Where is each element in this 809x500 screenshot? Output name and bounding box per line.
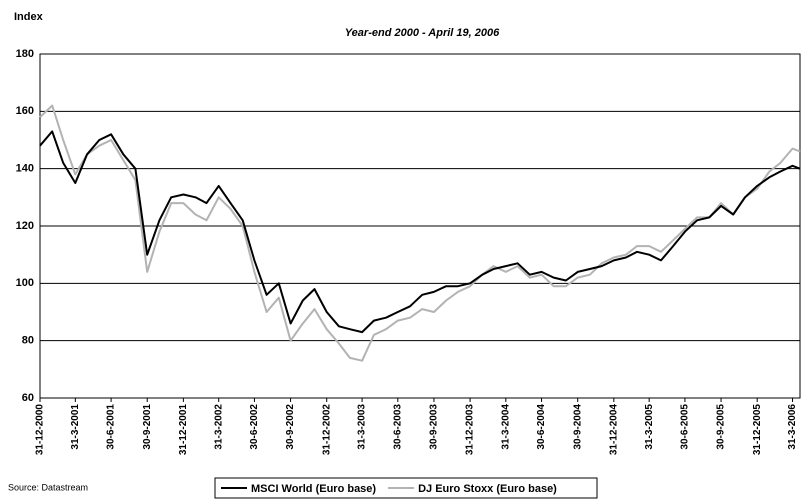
x-tick-label: 31-12-2004 [608,404,619,456]
y-tick-label: 140 [16,163,34,175]
x-tick-label: 31-3-2003 [357,404,368,450]
x-tick-label: 30-9-2001 [142,404,153,450]
series-line [39,130,801,334]
x-tick-label: 31-3-2006 [787,404,798,450]
x-tick-label: 31-3-2001 [70,404,81,450]
x-tick-label: 31-12-2005 [752,404,763,456]
x-tick-label: 30-9-2003 [429,404,440,450]
y-tick-label: 120 [16,220,34,232]
x-tick-label: 31-3-2004 [500,404,511,450]
x-tick-label: 30-9-2005 [716,404,727,450]
y-axis-label: Index [14,11,44,23]
x-tick-label: 31-12-2000 [35,404,46,456]
y-tick-label: 60 [22,392,34,404]
x-tick-label: 30-6-2005 [680,404,691,450]
y-tick-label: 100 [16,277,34,289]
chart-title: Year-end 2000 - April 19, 2006 [345,27,500,39]
series-line [39,104,801,362]
x-tick-label: 31-12-2003 [465,404,476,456]
x-tick-label: 30-6-2004 [536,404,547,450]
x-tick-label: 30-6-2002 [249,404,260,450]
x-tick-label: 31-3-2005 [644,404,655,450]
x-tick-label: 30-9-2004 [572,404,583,450]
y-tick-label: 80 [22,335,34,347]
x-tick-label: 30-9-2002 [285,404,296,450]
legend-label: MSCI World (Euro base) [251,483,376,495]
source: Source: Datastream [8,482,88,492]
y-tick-label: 180 [16,48,34,60]
y-tick-label: 160 [16,105,34,117]
legend-label: DJ Euro Stoxx (Euro base) [418,483,557,495]
x-tick-label: 31-12-2002 [321,404,332,456]
x-tick-label: 30-6-2003 [392,404,403,450]
x-tick-label: 30-6-2001 [106,404,117,450]
x-tick-label: 31-12-2001 [178,404,189,456]
x-tick-label: 31-3-2002 [213,404,224,450]
